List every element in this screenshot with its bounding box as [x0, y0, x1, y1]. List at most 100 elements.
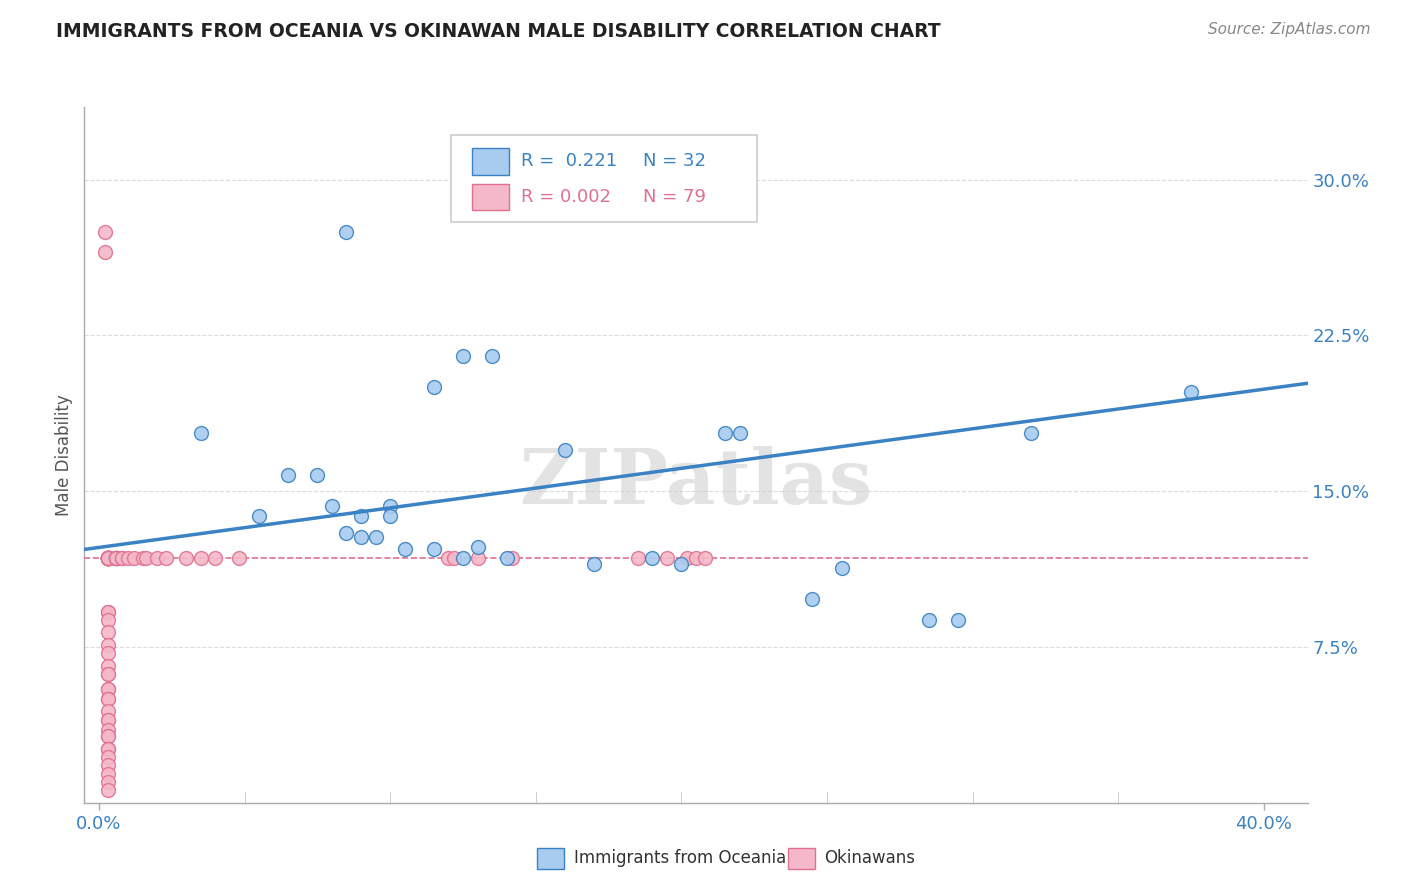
- Text: R = 0.002: R = 0.002: [522, 188, 612, 206]
- Point: [97, 550, 120, 565]
- Point: [350, 530, 373, 544]
- Point: [97, 550, 120, 565]
- Point: [671, 557, 693, 571]
- Point: [97, 550, 120, 565]
- Bar: [472, 148, 509, 175]
- Point: [946, 613, 969, 627]
- Point: [190, 550, 212, 565]
- Point: [394, 542, 416, 557]
- Point: [97, 550, 120, 565]
- Point: [97, 741, 120, 756]
- Point: [97, 550, 120, 565]
- Point: [380, 499, 402, 513]
- Point: [97, 783, 120, 797]
- Point: [655, 550, 678, 565]
- Point: [93, 225, 117, 239]
- Point: [97, 550, 120, 565]
- Point: [350, 509, 373, 524]
- Point: [97, 550, 120, 565]
- Point: [97, 766, 120, 780]
- Point: [97, 550, 120, 565]
- Point: [97, 729, 120, 743]
- Point: [105, 550, 128, 565]
- Point: [97, 692, 120, 706]
- Point: [105, 550, 128, 565]
- Point: [111, 550, 134, 565]
- Point: [97, 681, 120, 696]
- Point: [467, 550, 489, 565]
- Text: Source: ZipAtlas.com: Source: ZipAtlas.com: [1208, 22, 1371, 37]
- Point: [676, 550, 699, 565]
- Point: [1180, 384, 1202, 399]
- Point: [918, 613, 941, 627]
- Point: [1019, 426, 1042, 441]
- Text: Okinawans: Okinawans: [824, 849, 915, 867]
- Point: [364, 530, 387, 544]
- Point: [728, 426, 751, 441]
- Bar: [472, 184, 509, 210]
- Point: [228, 550, 250, 565]
- Point: [97, 550, 120, 565]
- Point: [451, 550, 474, 565]
- Point: [97, 550, 120, 565]
- Point: [155, 550, 177, 565]
- Point: [97, 713, 120, 727]
- Point: [443, 550, 465, 565]
- Point: [502, 550, 524, 565]
- Point: [97, 705, 120, 719]
- Point: [97, 723, 120, 738]
- Point: [307, 467, 329, 482]
- Point: [97, 613, 120, 627]
- Point: [97, 605, 120, 619]
- Point: [97, 638, 120, 652]
- Point: [97, 550, 120, 565]
- Point: [97, 681, 120, 696]
- Point: [97, 550, 120, 565]
- Point: [495, 550, 517, 565]
- Text: R =  0.221: R = 0.221: [522, 153, 617, 170]
- Point: [97, 667, 120, 681]
- Point: [105, 550, 128, 565]
- Point: [335, 525, 357, 540]
- Point: [554, 442, 576, 457]
- Bar: [537, 848, 564, 869]
- Point: [97, 646, 120, 660]
- Point: [97, 550, 120, 565]
- Text: ZIPatlas: ZIPatlas: [519, 446, 873, 520]
- Point: [801, 592, 824, 607]
- Point: [97, 741, 120, 756]
- Point: [97, 550, 120, 565]
- Y-axis label: Male Disability: Male Disability: [55, 394, 73, 516]
- Point: [97, 550, 120, 565]
- Point: [146, 550, 169, 565]
- Point: [97, 667, 120, 681]
- Point: [97, 758, 120, 772]
- Point: [97, 625, 120, 640]
- Point: [481, 349, 503, 363]
- Point: [111, 550, 134, 565]
- Point: [93, 245, 117, 260]
- Point: [685, 550, 707, 565]
- Text: N = 32: N = 32: [644, 153, 706, 170]
- Point: [583, 557, 606, 571]
- Point: [131, 550, 153, 565]
- FancyBboxPatch shape: [451, 135, 758, 222]
- Point: [97, 550, 120, 565]
- Point: [204, 550, 226, 565]
- Point: [135, 550, 157, 565]
- Point: [97, 550, 120, 565]
- Point: [122, 550, 145, 565]
- Text: N = 79: N = 79: [644, 188, 706, 206]
- Point: [380, 509, 402, 524]
- Point: [97, 605, 120, 619]
- Point: [97, 658, 120, 673]
- Point: [97, 775, 120, 789]
- Text: IMMIGRANTS FROM OCEANIA VS OKINAWAN MALE DISABILITY CORRELATION CHART: IMMIGRANTS FROM OCEANIA VS OKINAWAN MALE…: [56, 22, 941, 41]
- Point: [105, 550, 128, 565]
- Point: [247, 509, 270, 524]
- Point: [831, 561, 853, 575]
- Point: [174, 550, 197, 565]
- Point: [97, 550, 120, 565]
- Point: [423, 380, 446, 394]
- Point: [97, 550, 120, 565]
